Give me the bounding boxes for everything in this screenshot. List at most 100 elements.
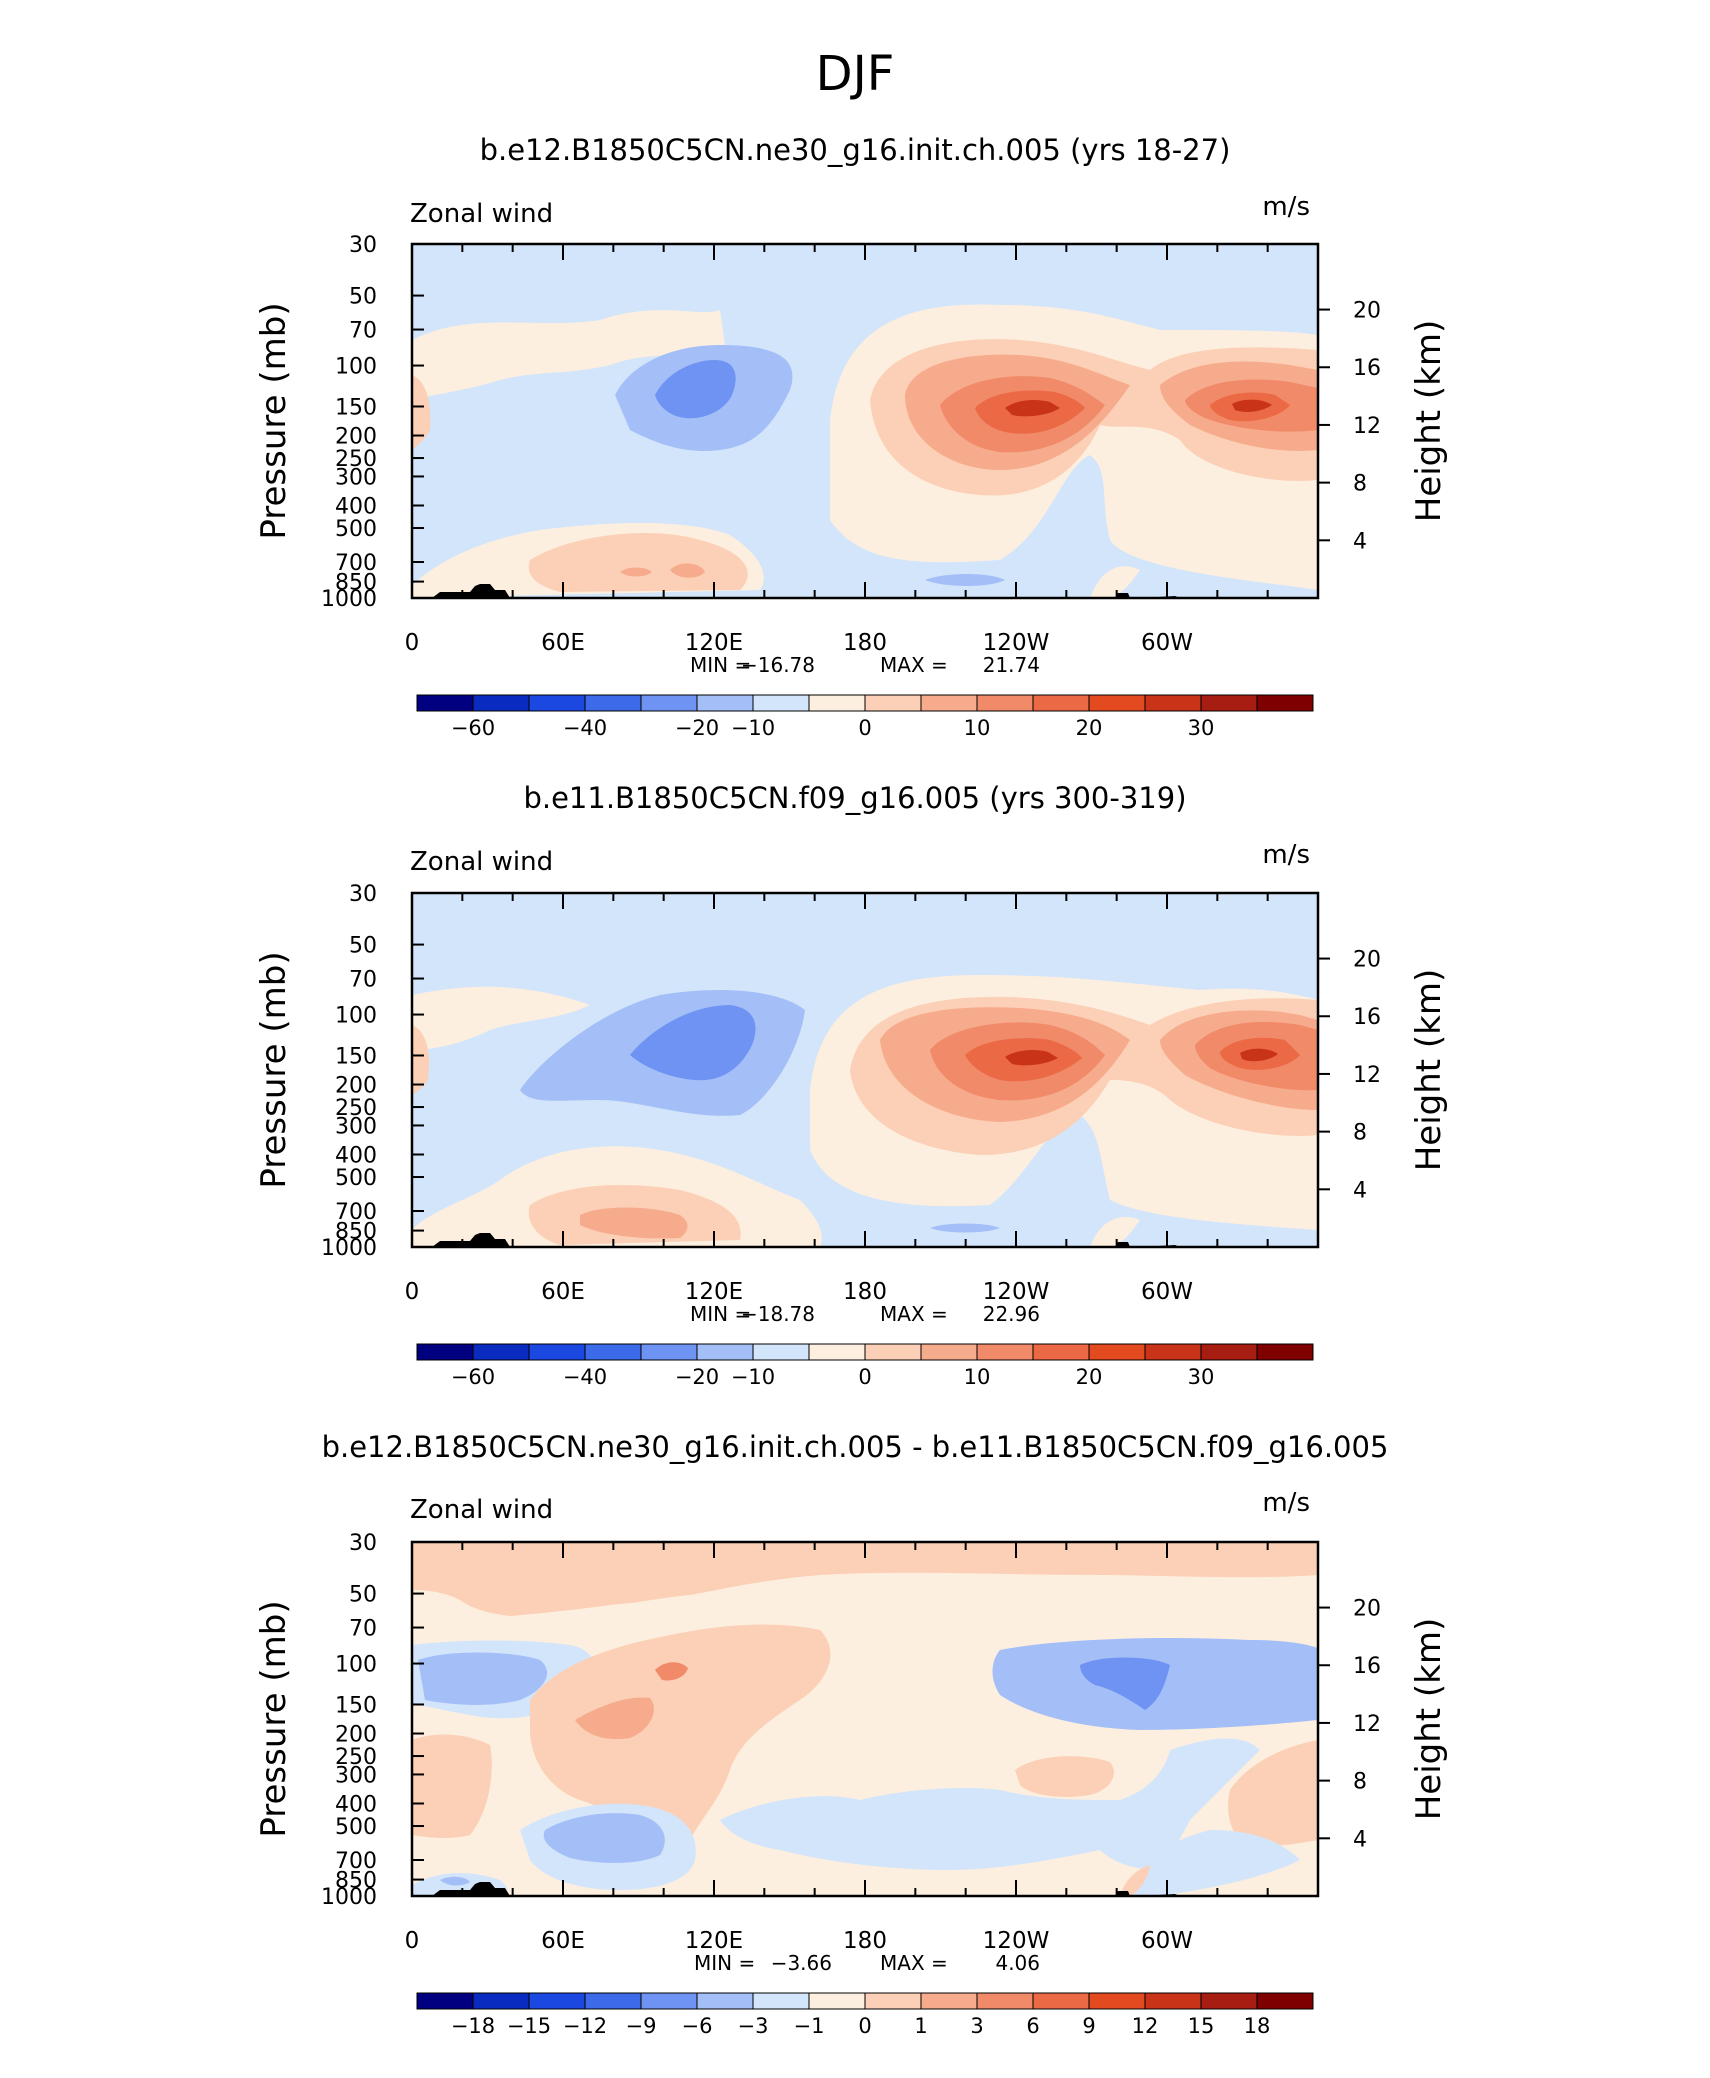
colorbar-label: 10 [964,716,991,740]
x-tick-label: 120E [685,1928,743,1954]
colorbar-box [584,694,642,712]
colorbar-box [528,694,586,712]
y-tick-label: 100 [335,1004,377,1029]
colorbar-box [864,694,922,712]
y-tick-label: 250 [335,1745,377,1770]
min-value: −3.66 [771,1951,832,1975]
height-tick-label: 8 [1353,1770,1367,1795]
x-tick-label: 120W [983,1928,1050,1954]
y-tick-label: 300 [335,1763,377,1788]
colorbar-label: 20 [1076,716,1103,740]
max-value: 4.06 [995,1951,1040,1975]
upper-positive-band [412,310,725,400]
height-tick-label: 20 [1353,1597,1381,1622]
colorbar-box [808,1343,866,1361]
height-tick-label: 16 [1353,356,1381,381]
colorbar-box [1256,1992,1314,2010]
x-tick-label: 180 [843,1279,887,1305]
x-tick-label: 120E [685,630,743,656]
colorbar-label: −10 [731,716,775,740]
x-tick-label: 60W [1141,1928,1193,1954]
max-label: MAX = [880,1302,948,1326]
colorbar-box [696,1343,754,1361]
panel-3-field [412,1542,1318,1896]
colorbar-box [1088,694,1146,712]
colorbar-box [584,1343,642,1361]
left-mid-positive [412,1734,492,1839]
y-tick-label: 850 [335,1220,377,1245]
y-tick-label: 200 [335,425,377,450]
colorbar-box [808,694,866,712]
colorbar-label: 6 [1026,2014,1039,2038]
colorbar-label: −10 [731,1365,775,1389]
panel-1-title: b.e12.B1850C5CN.ne30_g16.init.ch.005 (yr… [480,133,1231,167]
colorbar-label: 0 [858,716,871,740]
y-tick-label: 300 [335,1114,377,1139]
jet-core-west [1005,1049,1058,1066]
panel-1-colorbar: −60 −40 −20 −10 0 10 20 30 [416,694,1314,740]
colorbar-box [976,1992,1034,2010]
y-tick-label: 200 [335,1723,377,1748]
panel-1-right-axis-label: Height (km) [1409,320,1449,523]
y-tick-label: 70 [349,319,377,344]
y-tick-label: 50 [349,285,377,310]
max-value: 22.96 [983,1302,1040,1326]
y-tick-label: 1000 [321,587,377,612]
colorbar-box [640,694,698,712]
min-label: MIN = [694,1951,755,1975]
colorbar-label: −20 [675,1365,719,1389]
x-tick-label: 60E [541,630,585,656]
colorbar-box [920,1343,978,1361]
panel-2-right-axis-label: Height (km) [1409,969,1449,1172]
colorbar-box [416,694,474,712]
left-edge-positive [412,375,431,450]
panel-3-left-axis-label: Pressure (mb) [254,1600,294,1837]
jet-core-west [1005,400,1060,417]
panel-2-units-label: m/s [1262,840,1310,870]
colorbar-label: 3 [970,2014,983,2038]
lower-right-negative [1130,1830,1300,1896]
panel-1-left-axis-label: Pressure (mb) [254,302,294,539]
colorbar-box [1088,1992,1146,2010]
colorbar-label: 1 [914,2014,927,2038]
y-tick-label: 30 [349,1531,377,1556]
colorbar-box [752,1343,810,1361]
x-tick-label: 60W [1141,630,1193,656]
colorbar-box [1256,694,1314,712]
y-tick-label: 30 [349,882,377,907]
y-tick-label: 500 [335,1166,377,1191]
panel-3-right-axis-label: Height (km) [1409,1618,1449,1821]
y-tick-label: 500 [335,517,377,542]
colorbar-label: 20 [1076,1365,1103,1389]
x-tick-label: 60E [541,1928,585,1954]
lower-right-positive [1090,1217,1140,1247]
right-center-positive [1015,1756,1114,1797]
lower-left-negative-inner [543,1813,665,1863]
panel-3-variable-label: Zonal wind [410,1495,553,1525]
y-tick-label: 50 [349,1583,377,1608]
colorbar-box [696,1992,754,2010]
y-tick-label: 700 [335,1849,377,1874]
height-tick-label: 4 [1353,1827,1367,1852]
colorbar-box [864,1343,922,1361]
y-tick-label: 1000 [321,1885,377,1910]
colorbar-box [1032,694,1090,712]
top-positive-band [412,1542,1318,1617]
lower-negative-spot [930,1223,1000,1233]
height-tick-label: 12 [1353,1063,1381,1088]
colorbar-box [1032,1992,1090,2010]
colorbar-label: 18 [1244,2014,1271,2038]
x-tick-label: 120W [983,1279,1050,1305]
upper-neutral-strip [470,1597,755,1642]
y-tick-label: 850 [335,1869,377,1894]
colorbar-label: 30 [1188,716,1215,740]
topography [432,584,510,598]
colorbar-box [472,1992,530,2010]
topography [432,1882,510,1896]
colorbar-box [1200,1992,1258,2010]
colorbar-label: −9 [626,2014,657,2038]
x-tick-label: 60E [541,1279,585,1305]
colorbar-box [1088,1343,1146,1361]
